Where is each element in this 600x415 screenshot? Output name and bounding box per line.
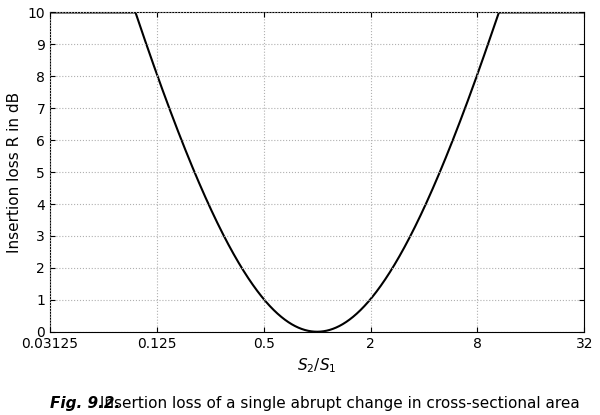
Text: Fig. 9.2.: Fig. 9.2.	[50, 396, 120, 411]
Y-axis label: Insertion loss R in dB: Insertion loss R in dB	[7, 92, 22, 253]
X-axis label: $S_2/S_1$: $S_2/S_1$	[298, 356, 337, 375]
Text: Insertion loss of a single abrupt change in cross-sectional area: Insertion loss of a single abrupt change…	[95, 396, 580, 411]
